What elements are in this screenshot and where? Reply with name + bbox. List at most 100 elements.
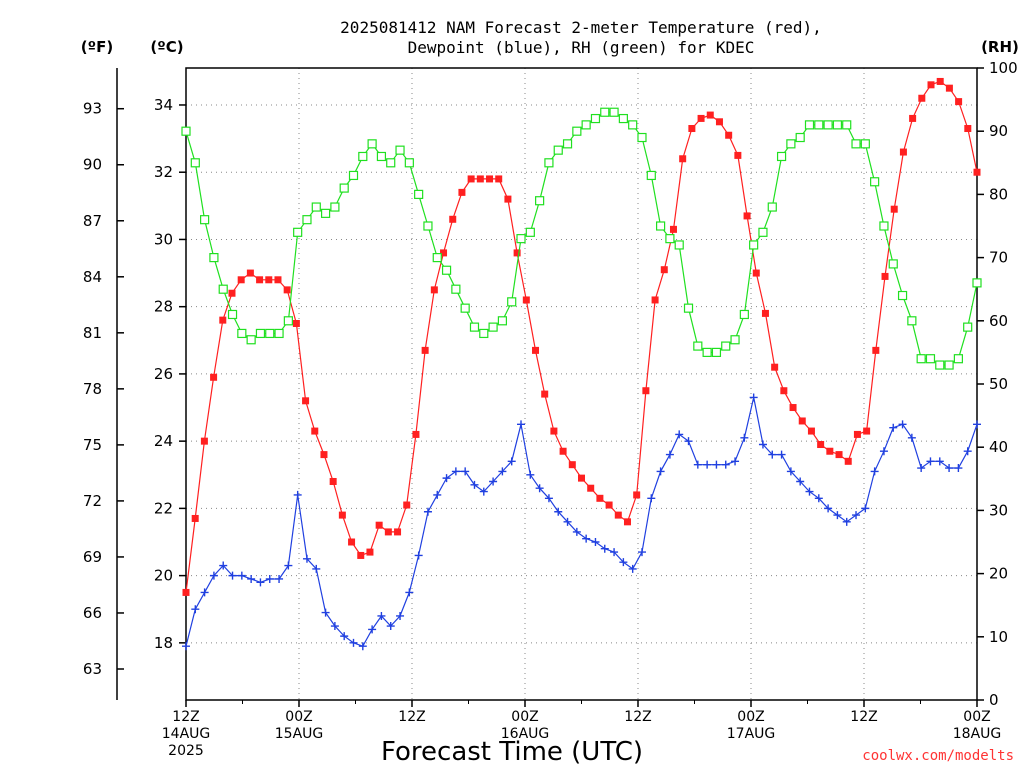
- rh-point: [544, 158, 554, 168]
- rh-point: [963, 322, 973, 332]
- temperature-point: [918, 94, 926, 102]
- x-tick-label: 18AUG: [953, 726, 1002, 742]
- rh-point: [683, 303, 694, 313]
- x-tick-label: 00Z: [963, 709, 990, 725]
- rh-point: [423, 221, 433, 231]
- rh-point: [590, 113, 601, 124]
- rh-point: [181, 126, 191, 136]
- celsius-tick-label: 26: [154, 365, 173, 383]
- temperature-point: [228, 289, 236, 297]
- temperature-point: [476, 175, 484, 183]
- temperature-point: [219, 316, 227, 324]
- dewpoint-point: [247, 574, 256, 583]
- rh-point: [897, 290, 908, 301]
- temperature-point: [973, 168, 981, 176]
- rh-point: [655, 221, 666, 231]
- temperature-point: [623, 518, 631, 526]
- temperature-point: [522, 296, 530, 304]
- rh-point: [469, 322, 480, 332]
- dewpoint-point: [284, 561, 293, 570]
- dewpoint-point: [479, 487, 488, 496]
- rh-point: [953, 354, 963, 364]
- dewpoint-point: [712, 460, 721, 469]
- temperature-point: [449, 215, 457, 223]
- rh-point: [516, 234, 526, 244]
- dewpoint-point: [405, 588, 414, 597]
- temperature-point: [532, 346, 540, 354]
- dewpoint-point: [786, 467, 795, 476]
- dewpoint-point: [293, 490, 302, 499]
- rh-point: [842, 120, 852, 130]
- rh-point: [711, 347, 722, 357]
- temperature-point: [587, 484, 595, 492]
- dewpoint-point: [414, 551, 423, 560]
- x-tick-label: 12Z: [624, 709, 651, 725]
- rh-point: [414, 189, 424, 199]
- x-tick-label: 12Z: [850, 709, 877, 725]
- temperature-point: [890, 205, 898, 213]
- celsius-tick-label: 18: [154, 634, 173, 652]
- rh-point: [935, 360, 945, 370]
- temperature-point: [798, 417, 806, 425]
- dewpoint-point: [814, 494, 823, 503]
- rh-point: [209, 253, 219, 263]
- dewpoint-point: [926, 457, 935, 466]
- temperature-point: [899, 148, 907, 156]
- rh-point: [283, 316, 293, 326]
- temperature-point: [826, 447, 834, 455]
- x-tick-label: 16AUG: [501, 726, 550, 742]
- temperature-point: [338, 511, 346, 519]
- dewpoint-point: [637, 548, 646, 557]
- temperature-point: [504, 195, 512, 203]
- dewpoint-point: [805, 487, 814, 496]
- dewpoint-point: [507, 457, 516, 466]
- temperature-point: [191, 514, 199, 522]
- dewpoint-point: [265, 574, 274, 583]
- rh-point: [451, 284, 461, 294]
- rh-point: [497, 316, 507, 326]
- temperature-point: [182, 588, 190, 596]
- dewpoint-point: [312, 564, 321, 573]
- dewpoint-point: [870, 467, 879, 476]
- rh-point: [311, 202, 321, 212]
- dewpoint-point: [740, 433, 749, 442]
- fahrenheit-tick-label: 78: [83, 380, 102, 398]
- dewpoint-point: [526, 470, 535, 479]
- temperature-point: [458, 188, 466, 196]
- celsius-tick-label: 20: [154, 567, 173, 585]
- fahrenheit-tick-label: 87: [83, 212, 102, 230]
- dewpoint-point: [554, 507, 563, 516]
- temperature-point: [440, 249, 448, 257]
- dewpoint-point: [879, 447, 888, 456]
- rh-point: [972, 278, 982, 288]
- rh-point: [832, 120, 843, 130]
- data-series: [181, 77, 982, 651]
- temperature-point: [311, 427, 319, 435]
- temperature-point: [541, 390, 549, 398]
- temperature-point: [605, 501, 613, 509]
- dewpoint-point: [358, 642, 367, 651]
- dewpoint-point: [656, 467, 665, 476]
- celsius-tick-label: 24: [154, 432, 173, 450]
- temperature-point: [550, 427, 558, 435]
- rh-point: [200, 215, 210, 225]
- rh-point: [665, 234, 675, 244]
- dewpoint-point: [675, 430, 684, 439]
- rh-point: [404, 158, 414, 168]
- rh-point: [739, 309, 749, 320]
- dewpoint-point: [191, 605, 200, 614]
- rh-point: [693, 341, 703, 351]
- x-tick-label: 17AUG: [727, 726, 776, 742]
- rh-point: [274, 328, 284, 339]
- dewpoint-point: [470, 480, 479, 489]
- temperature-point: [265, 276, 273, 284]
- plot-frame: [185, 67, 978, 701]
- dewpoint-point: [833, 511, 842, 520]
- rh-point: [358, 151, 368, 162]
- rh-point: [507, 297, 517, 307]
- fahrenheit-tick-label: 69: [83, 548, 102, 566]
- dewpoint-point: [935, 457, 944, 466]
- dewpoint-point: [256, 578, 265, 587]
- rh-tick-label: 70: [989, 249, 1008, 267]
- temperature-point: [872, 346, 880, 354]
